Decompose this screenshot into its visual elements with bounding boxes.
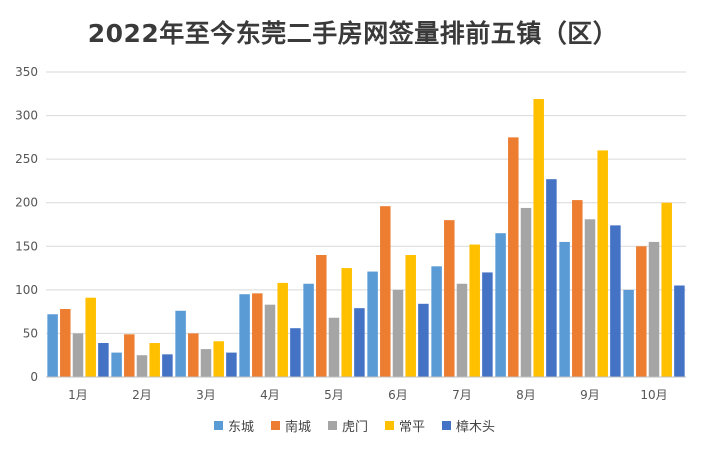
bar: [111, 352, 122, 377]
x-tick-label: 8月: [516, 388, 536, 402]
x-axis-tick-labels: 1月 2月 3月 4月 5月 6月 7月 8月 9月 10月: [68, 388, 667, 402]
bar: [328, 317, 340, 377]
x-tick-label: 4月: [260, 388, 280, 402]
legend-label: 南城: [285, 419, 311, 435]
bar: [405, 255, 416, 377]
legend-swatch: [214, 421, 223, 430]
bar: [175, 310, 186, 377]
bar: [674, 285, 685, 377]
y-tick-label: 200: [15, 196, 38, 210]
y-tick-label: 250: [15, 152, 38, 166]
bar: [85, 297, 96, 377]
bar: [72, 333, 84, 377]
bar: [277, 282, 288, 377]
bar: [60, 309, 71, 377]
bar: [149, 343, 160, 377]
y-tick-label: 50: [23, 326, 38, 340]
legend-label: 东城: [228, 420, 254, 435]
bars: [47, 99, 685, 377]
bar: [469, 244, 480, 377]
bar: [418, 303, 429, 377]
bar: [341, 268, 352, 377]
bar: [661, 202, 672, 377]
legend-swatch: [385, 421, 394, 430]
legend-label: 樟木头: [456, 420, 495, 435]
legend: 东城 南城 虎门 常平 樟木头: [214, 419, 495, 435]
bar: [188, 333, 199, 377]
x-tick-label: 6月: [388, 388, 408, 402]
bar: [584, 219, 596, 377]
gridlines: [46, 71, 686, 334]
chart-title: 2022年至今东莞二手房网签量排前五镇（区）: [87, 19, 619, 48]
bar: [98, 343, 109, 377]
bar: [444, 220, 455, 377]
x-tick-label: 1月: [68, 388, 88, 402]
bar: [597, 150, 608, 377]
y-tick-label: 100: [15, 283, 38, 297]
bar: [226, 352, 237, 377]
bar: [380, 206, 391, 377]
bar: [559, 241, 570, 377]
bar: [290, 328, 301, 377]
bar: [623, 289, 634, 377]
x-tick-label: 10月: [640, 388, 667, 402]
bar: [47, 314, 58, 377]
bar: [533, 99, 544, 377]
bar: [367, 271, 378, 377]
bar: [572, 200, 583, 377]
bar: [200, 349, 212, 377]
x-tick-label: 9月: [580, 388, 600, 402]
legend-swatch: [442, 421, 451, 430]
x-tick-label: 2月: [132, 388, 152, 402]
x-tick-label: 5月: [324, 388, 344, 402]
bar: [431, 266, 442, 377]
bar: [648, 241, 660, 377]
x-tick-label: 3月: [196, 388, 216, 402]
y-tick-label: 350: [15, 65, 38, 79]
legend-label: 常平: [399, 420, 425, 435]
y-tick-label: 300: [15, 109, 38, 123]
bar: [162, 354, 173, 377]
bar: [252, 293, 263, 377]
bar: [316, 255, 327, 377]
legend-swatch: [328, 421, 337, 430]
legend-swatch: [271, 421, 280, 430]
bar: [303, 283, 314, 377]
bar: [392, 289, 404, 377]
bar: [546, 179, 557, 377]
y-axis-tick-labels: 0 50 100 150 200 250 300 350: [15, 65, 38, 384]
x-tick-label: 7月: [452, 388, 472, 402]
y-tick-label: 150: [15, 239, 38, 253]
bar: [520, 207, 532, 377]
bar: [136, 355, 148, 377]
bar: [456, 283, 468, 377]
bar: [495, 233, 506, 377]
bar: [213, 341, 224, 377]
bar: [508, 137, 519, 377]
legend-label: 虎门: [342, 420, 368, 435]
y-tick-label: 0: [30, 370, 38, 384]
bar: [264, 304, 276, 377]
bar: [636, 246, 647, 377]
bar: [239, 294, 250, 377]
bar: [354, 308, 365, 377]
bar: [610, 225, 621, 377]
bar: [482, 272, 493, 377]
bar: [124, 334, 135, 377]
